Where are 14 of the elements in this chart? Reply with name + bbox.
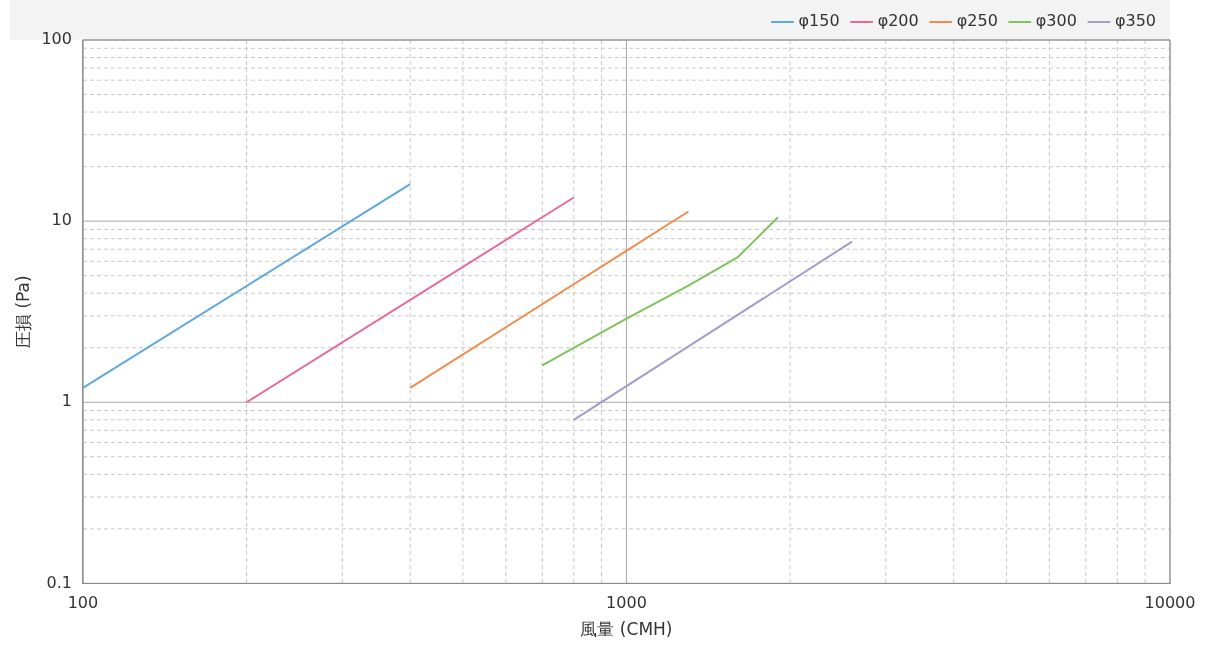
x-tick-label: 100 bbox=[67, 593, 99, 613]
legend-label: φ150 bbox=[798, 11, 840, 31]
y-tick-label: 0.1 bbox=[46, 572, 72, 592]
y-tick-label: 100 bbox=[41, 29, 72, 49]
x-axis-title: 風量 (CMH) bbox=[580, 619, 673, 640]
legend-label: φ300 bbox=[1035, 11, 1077, 31]
legend-label: φ250 bbox=[956, 11, 998, 31]
x-tick-label: 1000 bbox=[606, 593, 647, 613]
legend-label: φ350 bbox=[1114, 11, 1156, 31]
y-tick-label: 1 bbox=[61, 391, 72, 411]
y-tick-label: 10 bbox=[51, 210, 72, 230]
legend-label: φ200 bbox=[877, 11, 919, 31]
x-tick-label: 10000 bbox=[1144, 593, 1196, 613]
y-axis-title: 圧損 (Pa) bbox=[12, 275, 33, 348]
